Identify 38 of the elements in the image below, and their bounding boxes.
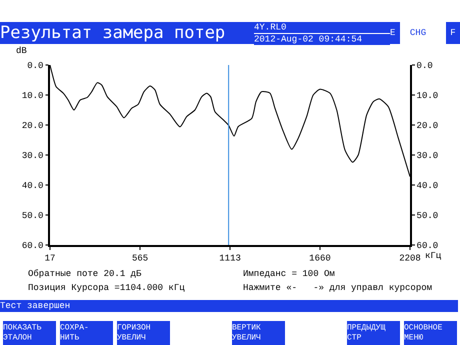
x-axis-title: кГц (425, 251, 442, 261)
y-tick-label: 0.0 (27, 61, 44, 72)
text: Позиция Курсора =1104.000 кГц (28, 283, 186, 293)
x-tick-label: 565 (132, 254, 148, 264)
text: ПОКАЗАТЬ ЭТАЛОН (3, 323, 42, 343)
x-tick-label: 2208 (399, 254, 421, 264)
y-tick-label: 50.0 (22, 211, 44, 222)
y2-tick-label: 20.0 (416, 121, 438, 132)
y-axis-title: dB (16, 46, 28, 56)
text: 2012-Aug-02 09:44:54 (254, 34, 362, 44)
y2-tick-label: 10.0 (416, 91, 438, 102)
y-tick-label: 30.0 (22, 151, 44, 162)
text: СОХРА- НИТЬ (60, 323, 89, 343)
y2-tick-label: 60.0 (416, 241, 438, 252)
y2-tick-label: 50.0 (416, 211, 438, 222)
x-tick-label: 1660 (309, 254, 331, 264)
x-tick-label: 17 (44, 254, 56, 264)
chart-title: Результат замера потер (0, 23, 226, 43)
text: ОСНОВНОЕ МЕНЮ (404, 323, 443, 343)
y-tick-label: 60.0 (22, 241, 44, 252)
y-tick-label: 40.0 (22, 181, 44, 192)
text: Нажмите «- -» для управл курсором (243, 283, 432, 293)
text: ПРЕДЫДУЩ СТР (347, 323, 386, 343)
y2-tick-label: 0.0 (416, 61, 433, 72)
text: 4Y.RL0 (254, 22, 286, 32)
y-tick-label: 10.0 (22, 91, 44, 102)
text: F (450, 28, 456, 38)
text: ВЕРТИК УВЕЛИЧ (232, 323, 262, 343)
text: Тест завершен (0, 301, 70, 311)
text: Обратные поте 20.1 дБ (28, 269, 142, 279)
y-tick-label: 20.0 (22, 121, 44, 132)
y2-tick-label: 40.0 (416, 181, 438, 192)
x-tick-label: 1113 (219, 254, 241, 264)
y2-tick-label: 30.0 (416, 151, 438, 162)
text: ГОРИЗОН УВЕЛИЧ (117, 323, 151, 343)
text: Импеданс = 100 Ом (243, 269, 335, 279)
text: CHG (410, 28, 426, 38)
text: E (390, 28, 396, 38)
